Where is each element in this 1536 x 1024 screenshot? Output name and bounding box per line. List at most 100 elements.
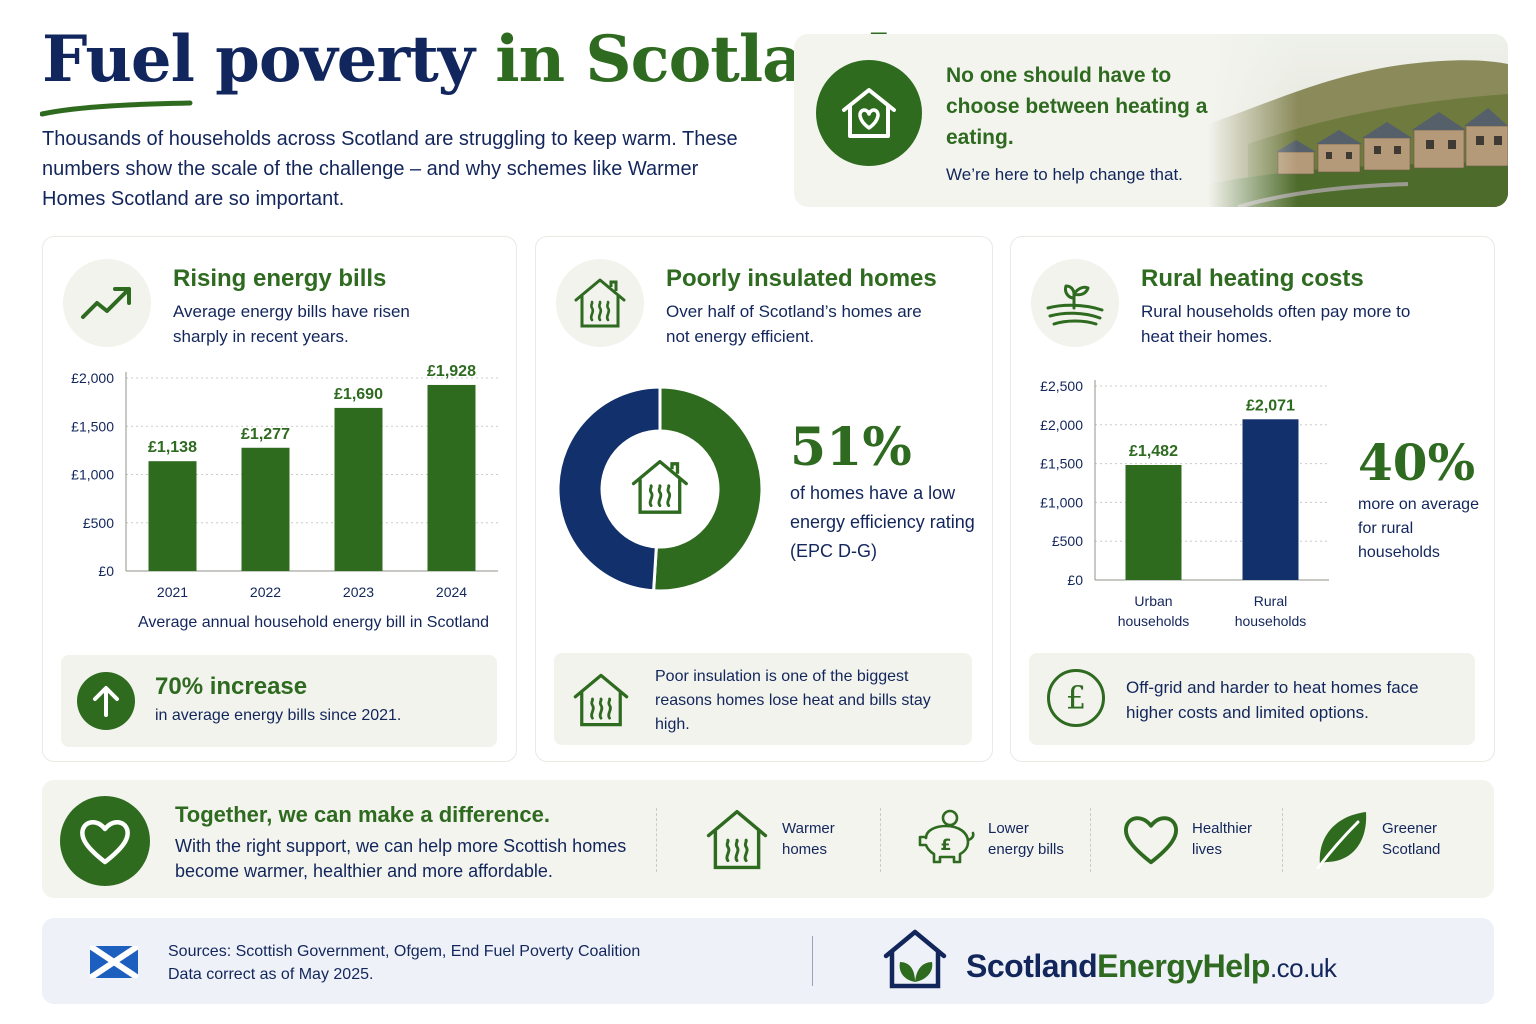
benefit-healthier-lives: Healthier lives: [1120, 780, 1252, 898]
band-title: Together, we can make a difference.: [175, 802, 550, 827]
rural-note-text: Off-grid and harder to heat homes face h…: [1126, 678, 1419, 722]
card-rising-bills: Rising energy bills Average energy bills…: [42, 236, 517, 762]
bar: [1125, 464, 1182, 580]
house-heart-icon: [816, 60, 922, 166]
card-description: Rural households often pay more to heat …: [1141, 302, 1411, 346]
rural-note: £ Off-grid and harder to heat homes face…: [1029, 653, 1475, 745]
rural-bar-chart: £0 £500 £1,000 £1,500 £2,000 £2,500 £1,482 Urba…: [1040, 378, 1329, 629]
x-tick-label: 2023: [343, 584, 374, 600]
increase-title: 70% increase: [155, 673, 308, 700]
house-heat-icon: [706, 809, 768, 870]
hero-quote: No one should have to choose between hea…: [946, 64, 1234, 149]
hero-subtext: We’re here to help change that.: [946, 165, 1183, 184]
y-tick-label: £1,500: [1040, 456, 1083, 472]
card-title: Rising energy bills: [173, 265, 387, 292]
benefit-greener-scotland: Greener Scotland: [1312, 780, 1440, 898]
bar-value-label: £2,071: [1246, 397, 1295, 414]
y-tick-label: £2,000: [71, 370, 114, 386]
x-tick-label: 2021: [157, 584, 188, 600]
heart-icon: [60, 796, 150, 886]
brand-part-1: Scotland: [966, 948, 1098, 984]
band-description: With the right support, we can help more…: [175, 836, 627, 881]
bar: [427, 384, 476, 571]
brand-part-3: .co.uk: [1269, 953, 1337, 983]
call-to-action-band: Together, we can make a difference. With…: [42, 780, 1494, 898]
title-underline: [40, 100, 193, 117]
brand-wordmark: ScotlandEnergyHelp.co.uk: [966, 948, 1337, 985]
card-rural: Rural heating costs Rural households oft…: [1010, 236, 1495, 762]
x-tick-label: Rural households: [1235, 593, 1307, 629]
y-tick-label: £2,000: [1040, 417, 1083, 433]
y-tick-label: £0: [98, 563, 114, 579]
chart-caption: Average annual household energy bill in …: [138, 614, 490, 631]
bar-value-label: £1,138: [148, 439, 197, 456]
scotland-flag-icon: [90, 946, 138, 978]
sources-text: Sources: Scottish Government, Ofgem, End…: [168, 943, 641, 960]
divider: [1282, 808, 1283, 872]
donut-slice: [652, 385, 764, 593]
house-heat-icon: [556, 259, 644, 347]
rural-stat-desc: more on average for rural households: [1358, 496, 1479, 561]
arrow-up-icon: [77, 672, 135, 730]
bar: [148, 461, 197, 571]
y-tick-label: £2,500: [1040, 378, 1083, 394]
card-title: Poorly insulated homes: [666, 265, 937, 292]
pound-icon: £: [1047, 669, 1105, 727]
efficiency-donut-chart: [556, 385, 764, 593]
insulation-note-text: Poor insulation is one of the biggest re…: [655, 668, 931, 733]
title-part-1: Fuel poverty: [42, 22, 475, 97]
benefit-label: Lower energy bills: [988, 820, 1064, 858]
benefit-label: Warmer homes: [782, 820, 835, 858]
bar: [241, 447, 290, 571]
insulation-stat-desc: of homes have a low energy efficiency ra…: [790, 483, 975, 561]
bar-value-label: £1,690: [334, 386, 383, 403]
insulation-note: Poor insulation is one of the biggest re…: [554, 653, 972, 745]
data-date-text: Data correct as of May 2025.: [168, 966, 374, 983]
card-description: Over half of Scotland’s homes are not en…: [666, 302, 922, 346]
intro-text: Thousands of households across Scotland …: [42, 128, 738, 210]
house-heat-icon: [570, 669, 632, 736]
card-description: Average energy bills have risen sharply …: [173, 302, 410, 346]
bar-value-label: £1,482: [1129, 443, 1178, 460]
y-tick-label: £1,000: [1040, 494, 1083, 510]
benefit-lower-bills: £ Lower energy bills: [914, 780, 1064, 898]
x-tick-label: Urban households: [1118, 593, 1190, 629]
bar: [1242, 419, 1299, 580]
benefit-label: Healthier lives: [1192, 820, 1253, 858]
benefit-label: Greener Scotland: [1382, 820, 1441, 858]
y-tick-label: £0: [1067, 572, 1083, 588]
divider: [656, 808, 657, 872]
bills-bar-chart: £0 £500 £1,000 £1,500 £2,000 £1,138 2021 £1,277…: [71, 363, 498, 600]
piggy-bank-icon: £: [918, 809, 975, 864]
x-tick-label: 2022: [250, 584, 281, 600]
divider: [880, 808, 881, 872]
brand-part-2: EnergyHelp: [1097, 948, 1270, 984]
y-tick-label: £1,000: [71, 467, 114, 483]
page-title: Fuel poverty in Scotland: [42, 22, 893, 97]
increase-note: 70% increase in average energy bills sin…: [61, 655, 497, 747]
bar-value-label: £1,928: [427, 363, 476, 380]
y-tick-label: £500: [1052, 533, 1083, 549]
brand-logo-icon: [883, 929, 947, 989]
leaf-icon: [1316, 812, 1367, 870]
insulation-stat: 51%: [790, 417, 912, 478]
heart-icon: [1123, 816, 1179, 865]
house-heat-icon: [631, 459, 688, 514]
trend-up-icon: [63, 259, 151, 347]
card-title: Rural heating costs: [1141, 265, 1364, 292]
footer: Sources: Scottish Government, Ofgem, End…: [42, 918, 1494, 1004]
svg-text:£: £: [940, 835, 951, 854]
divider: [1090, 808, 1091, 872]
bar: [334, 407, 383, 571]
rural-landscape-icon: [1031, 259, 1119, 347]
card-insulation: Poorly insulated homes Over half of Scot…: [535, 236, 993, 762]
rural-stat: 40%: [1358, 433, 1476, 492]
village-landscape-image: [1208, 34, 1508, 207]
y-tick-label: £1,500: [71, 418, 114, 434]
divider: [812, 936, 813, 986]
hero-panel: No one should have to choose between hea…: [794, 34, 1508, 207]
y-tick-label: £500: [83, 515, 114, 531]
benefit-warmer-homes: Warmer homes: [702, 780, 835, 898]
donut-slice: [556, 385, 662, 593]
increase-desc: in average energy bills since 2021.: [155, 707, 402, 724]
